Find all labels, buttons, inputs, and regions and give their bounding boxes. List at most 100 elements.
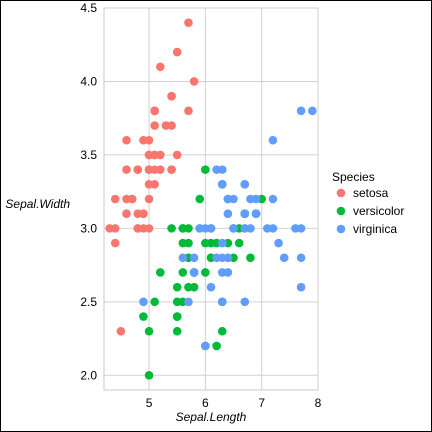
data-point — [116, 326, 126, 336]
data-point — [296, 224, 306, 233]
data-point — [110, 238, 120, 248]
data-point — [139, 312, 148, 321]
data-point — [172, 326, 182, 336]
data-point — [268, 135, 278, 145]
data-point — [212, 165, 221, 174]
data-point — [133, 165, 143, 174]
data-point — [150, 297, 159, 307]
legend-key-virginica — [336, 224, 346, 234]
data-point — [201, 238, 210, 248]
data-point — [189, 268, 199, 277]
data-point — [229, 224, 238, 233]
x-tick-label: 5 — [146, 396, 153, 410]
data-point — [279, 253, 289, 263]
y-tick-label: 4.5 — [80, 1, 97, 15]
data-point — [122, 209, 131, 218]
data-point — [296, 282, 306, 292]
legend-key-setosa — [336, 188, 346, 198]
data-point — [139, 209, 148, 218]
data-point — [172, 312, 182, 321]
data-point — [172, 282, 182, 292]
data-point — [150, 165, 159, 174]
legend: Species setosa versicolor virginica — [332, 170, 404, 236]
data-point — [122, 194, 131, 204]
x-tick-labels: 5 6 7 8 — [146, 396, 322, 410]
data-point — [246, 253, 255, 263]
data-point — [184, 297, 193, 307]
y-axis-title: Sepal.Width — [5, 197, 70, 211]
data-point — [223, 194, 233, 204]
y-tick-label: 3.0 — [80, 221, 97, 235]
series-virginica — [139, 106, 317, 351]
data-point — [172, 150, 182, 160]
data-point — [156, 62, 165, 72]
data-point — [144, 371, 154, 380]
data-point — [274, 238, 283, 248]
y-tick-label: 2.5 — [80, 295, 97, 309]
data-point — [212, 341, 221, 351]
data-point — [201, 268, 210, 277]
data-point — [240, 224, 250, 233]
legend-label-versicolor: versicolor — [353, 204, 404, 218]
data-point — [201, 165, 210, 174]
y-tick-label: 4.0 — [80, 74, 97, 88]
y-tick-label: 3.5 — [80, 148, 97, 162]
data-point — [133, 224, 143, 233]
data-point — [161, 121, 171, 130]
data-point — [217, 268, 227, 277]
legend-key-versicolor — [336, 206, 346, 216]
data-point — [144, 326, 154, 336]
data-point — [195, 224, 205, 233]
data-point — [217, 326, 227, 336]
data-point — [206, 282, 216, 292]
x-tick-label: 7 — [258, 396, 265, 410]
data-point — [296, 106, 306, 116]
data-point — [172, 47, 182, 57]
x-tick-label: 8 — [315, 396, 322, 410]
data-point — [139, 135, 148, 145]
data-point — [217, 238, 227, 248]
data-point — [156, 150, 165, 160]
data-point — [150, 106, 159, 116]
data-point — [144, 150, 154, 160]
x-tick-label: 6 — [202, 396, 209, 410]
data-point — [184, 238, 193, 248]
data-point — [178, 253, 188, 263]
data-point — [144, 194, 154, 204]
data-point — [167, 165, 176, 174]
data-point — [195, 194, 205, 204]
y-tick-label: 2.0 — [80, 368, 97, 382]
data-point — [240, 180, 250, 189]
data-point — [150, 121, 159, 130]
data-point — [110, 224, 120, 233]
series-setosa — [105, 18, 199, 336]
y-tick-labels: 2.0 2.5 3.0 3.5 4.0 4.5 — [80, 1, 97, 382]
data-point — [144, 180, 154, 189]
data-point — [217, 180, 227, 189]
data-point — [189, 282, 199, 292]
data-point — [240, 297, 250, 307]
data-point — [234, 238, 244, 248]
data-point — [167, 224, 176, 233]
data-point — [110, 194, 120, 204]
data-point — [139, 297, 148, 307]
data-point — [167, 91, 176, 101]
data-point — [122, 165, 131, 174]
data-point — [122, 135, 131, 145]
plot-panel — [103, 7, 319, 391]
data-point — [189, 77, 199, 86]
data-point — [268, 194, 278, 204]
data-point — [184, 18, 193, 27]
data-point — [268, 224, 278, 233]
data-point — [240, 209, 250, 218]
data-points — [105, 18, 317, 380]
legend-title: Species — [332, 170, 375, 184]
data-point — [308, 106, 317, 116]
x-axis-title: Sepal.Length — [176, 410, 247, 424]
data-point — [217, 297, 227, 307]
data-point — [184, 106, 193, 116]
data-point — [178, 268, 188, 277]
data-point — [156, 268, 165, 277]
data-point — [172, 297, 182, 307]
data-point — [251, 209, 261, 218]
